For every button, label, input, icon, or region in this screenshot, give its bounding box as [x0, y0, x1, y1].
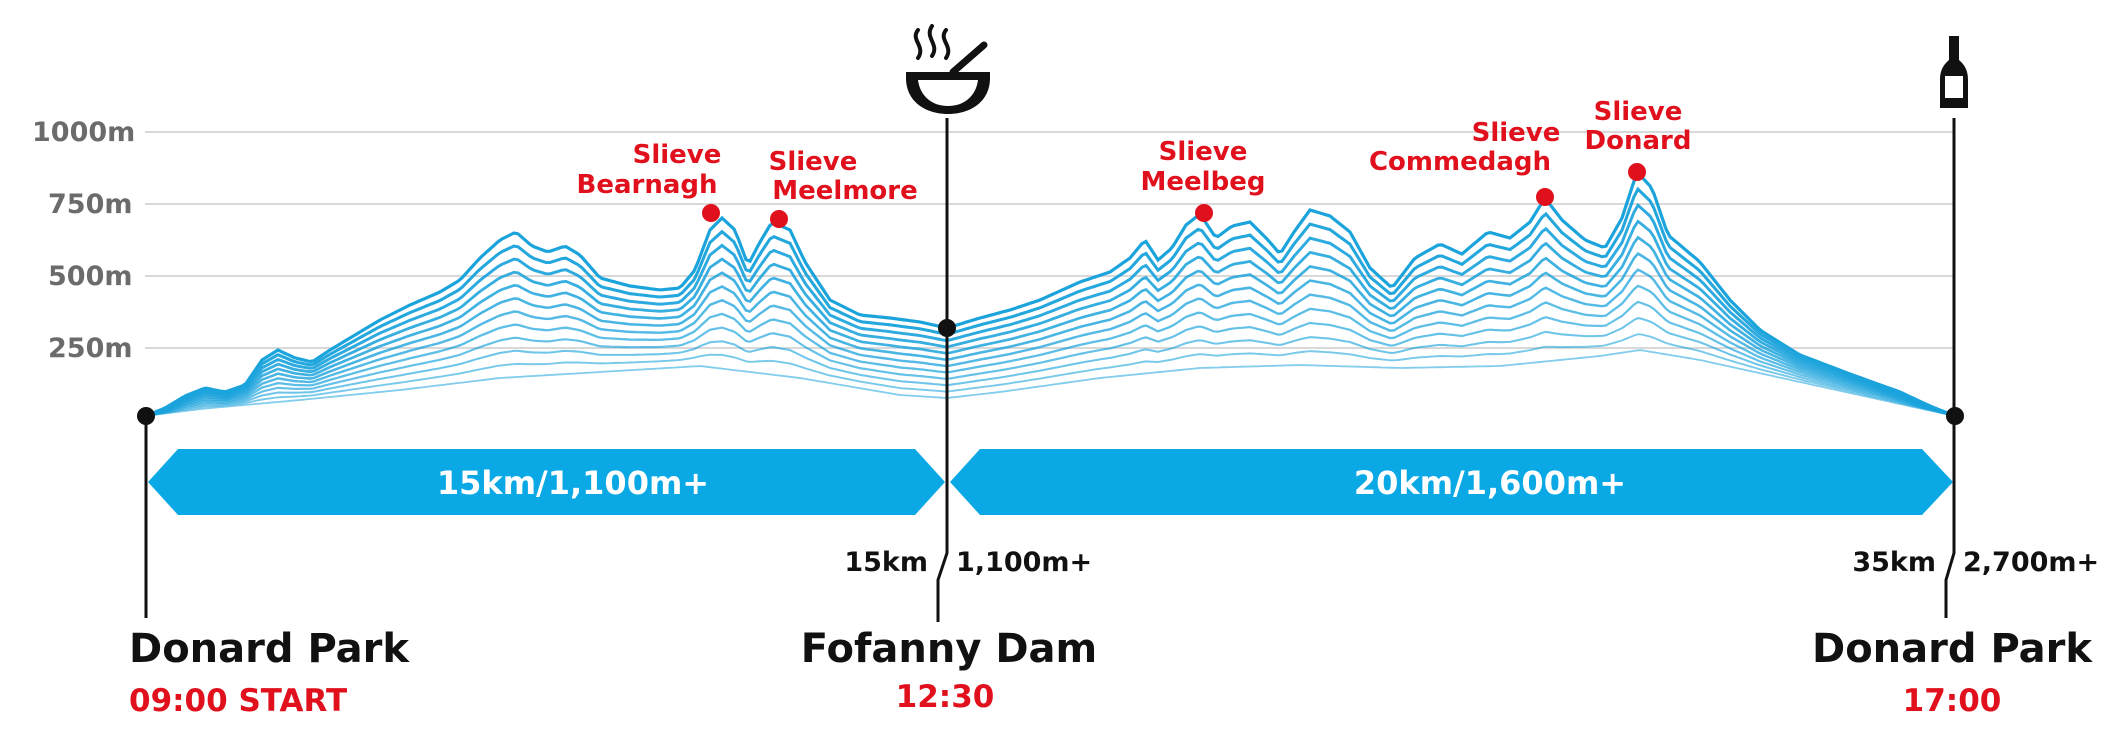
finish-vertical-line [1944, 118, 1956, 618]
cumulative-climb: 1,100m+ [956, 547, 1092, 578]
profile-contour-line [145, 170, 1955, 418]
peak-label-line2: Donard [1585, 126, 1692, 156]
peak-label-line2: Commedagh [1369, 147, 1551, 177]
peak-dot [1195, 204, 1213, 222]
profile-contour-line [145, 219, 1955, 418]
profile-contour-line [145, 203, 1955, 418]
checkpoint-time: 12:30 [896, 679, 995, 715]
profile-contour-line [145, 251, 1955, 418]
fofanny-vertical-line [936, 118, 949, 622]
peak-labels: Slieve Bearnagh Slieve Meelmore Slieve M… [577, 97, 1692, 206]
fofanny-dot [938, 319, 956, 337]
segment-label: 15km/1,100m+ [437, 464, 709, 502]
profile-contour-line [145, 268, 1955, 418]
profile-contour-line [145, 349, 1955, 417]
segment-arrow-1 [148, 449, 945, 515]
profile-contour-line [145, 186, 1955, 418]
cumulative-climb: 2,700m+ [1963, 547, 2099, 578]
peak-dot [1628, 163, 1646, 181]
peak-dot [770, 210, 788, 228]
axis-tick-label: 1000m [32, 117, 135, 148]
profile-contour-line [145, 300, 1955, 418]
elevation-gridlines [145, 131, 1955, 349]
peak-label-line1: Slieve [1594, 97, 1683, 127]
peak-label-line1: Slieve [769, 147, 858, 177]
cumulative-distance: 35km [1852, 547, 1936, 578]
finish-dot [1946, 407, 1964, 425]
segment-arrows: 15km/1,100m+ 20km/1,600m+ [148, 449, 1953, 515]
checkpoint-midway: Fofanny Dam 12:30 [801, 626, 1097, 715]
start-dot [137, 407, 155, 425]
profile-contour-line [145, 333, 1955, 417]
checkpoint-name: Donard Park [129, 626, 410, 672]
peak-label-line1: Slieve [1159, 137, 1248, 167]
checkpoint-time: 17:00 [1903, 683, 2002, 719]
peak-markers [702, 163, 1646, 228]
axis-tick-label: 500m [48, 261, 133, 292]
axis-tick-label: 250m [48, 333, 133, 364]
profile-contour-line [145, 317, 1955, 418]
elevation-profile [145, 170, 1955, 418]
peak-label-line2: Meelmore [772, 176, 917, 206]
segment-label: 20km/1,600m+ [1354, 464, 1626, 502]
profile-contour-line [145, 235, 1955, 418]
peak-dot [702, 204, 720, 222]
segment-arrow-2 [950, 449, 1953, 515]
cumulative-stats: 15km 1,100m+ 35km 2,700m+ [844, 547, 2099, 578]
soup-bowl-icon [906, 24, 990, 114]
peak-label-line2: Bearnagh [577, 170, 718, 200]
peak-label-line2: Meelbeg [1141, 167, 1266, 197]
bottle-icon [1940, 36, 1968, 108]
axis-tick-label: 750m [48, 189, 133, 220]
peak-label-line1: Slieve [1472, 118, 1561, 148]
elevation-axis: 1000m 750m 500m 250m [32, 117, 135, 364]
checkpoint-name: Fofanny Dam [801, 626, 1097, 672]
peak-dot [1536, 188, 1554, 206]
checkpoint-name: Donard Park [1812, 626, 2093, 672]
checkpoint-finish: Donard Park 17:00 [1812, 626, 2093, 719]
peak-label-line1: Slieve [633, 140, 722, 170]
checkpoint-time: 09:00 START [129, 683, 347, 719]
checkpoint-start: Donard Park 09:00 START [129, 626, 410, 719]
cumulative-distance: 15km [844, 547, 928, 578]
profile-contour-line [145, 284, 1955, 418]
